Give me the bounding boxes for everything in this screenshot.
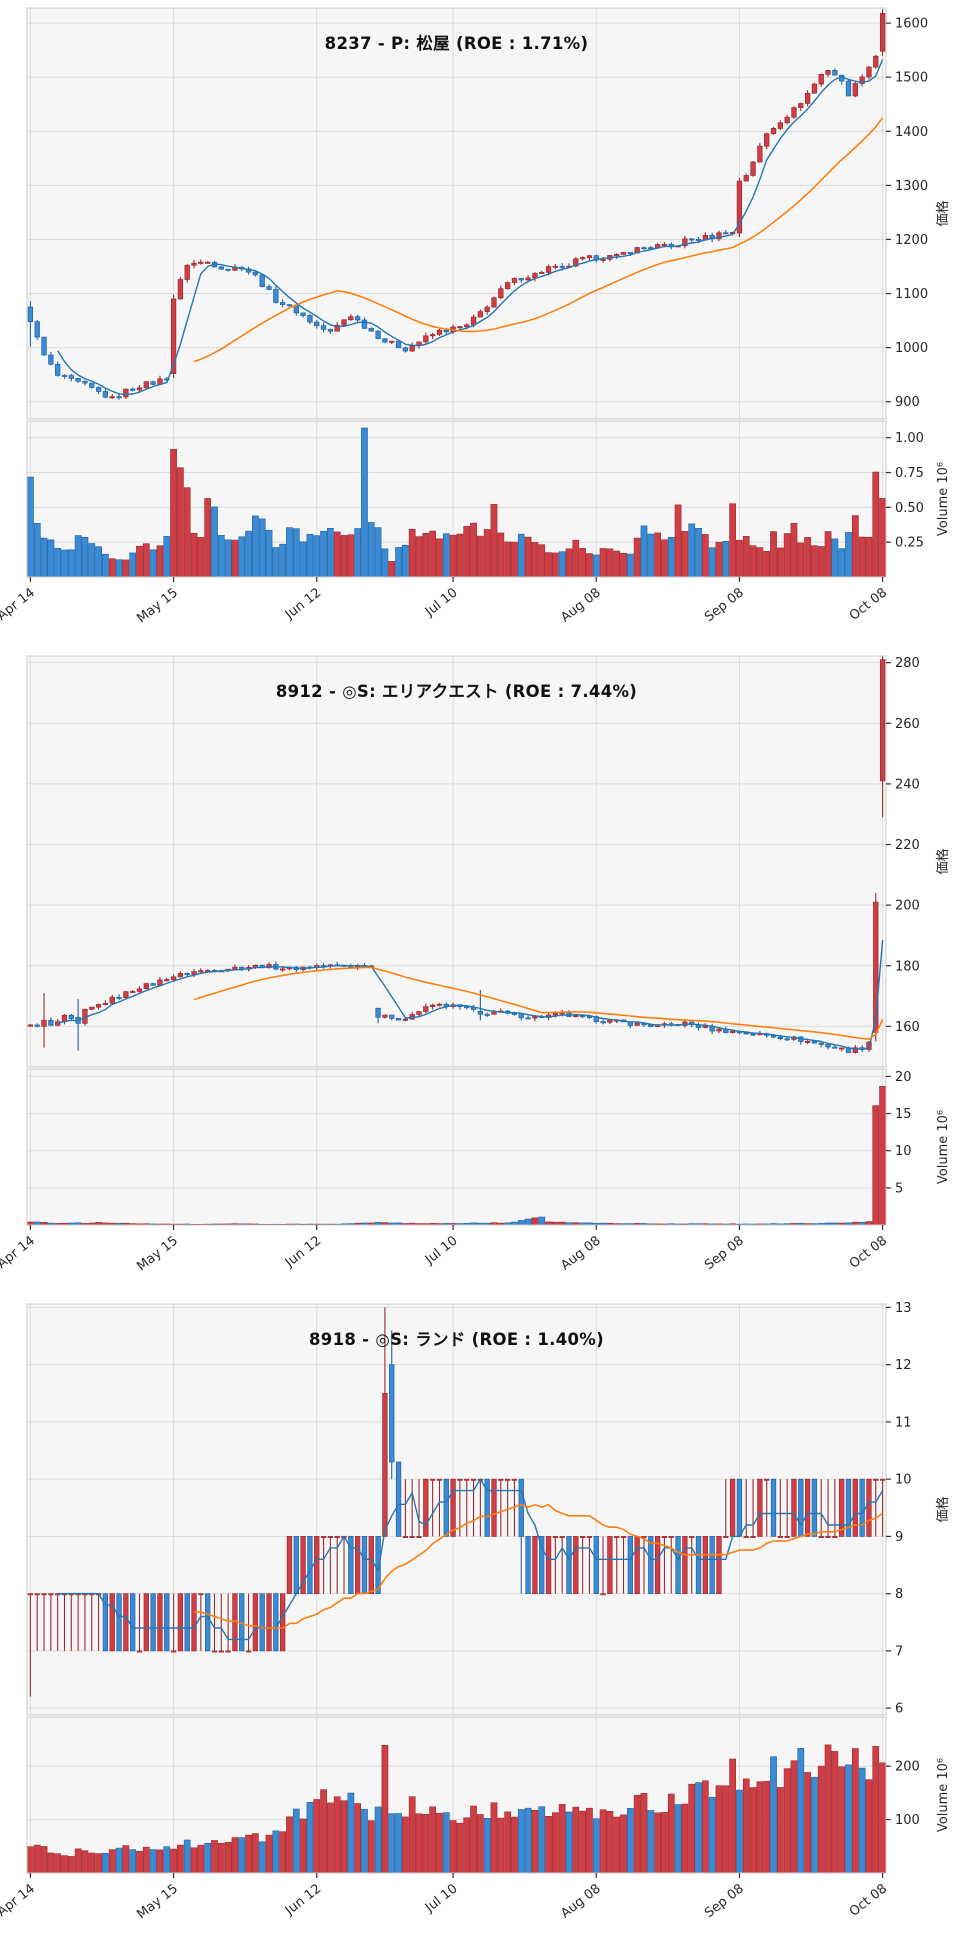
x-tick-labels: Apr 14 May 15 Jun 12 Jul 10 Aug 08 Sep 08 Oct … bbox=[0, 1225, 890, 1274]
svg-text:Sep 08: Sep 08 bbox=[702, 1881, 747, 1921]
svg-text:280: 280 bbox=[895, 656, 920, 671]
areaquest-price-volume-plot: 160 180 200 220 240 260 280 5 10 15 20 Apr 14 May 15… bbox=[0, 655, 951, 1274]
svg-text:Jun 12: Jun 12 bbox=[282, 585, 324, 623]
svg-text:9: 9 bbox=[895, 1530, 903, 1545]
svg-text:Jun 12: Jun 12 bbox=[282, 1233, 324, 1271]
svg-text:May 15: May 15 bbox=[134, 585, 181, 626]
svg-text:May 15: May 15 bbox=[134, 1881, 181, 1922]
svg-text:240: 240 bbox=[895, 777, 920, 792]
panel-borders bbox=[26, 1303, 887, 1874]
svg-text:15: 15 bbox=[895, 1107, 912, 1122]
svg-text:1500: 1500 bbox=[895, 71, 928, 86]
svg-text:Jun 12: Jun 12 bbox=[282, 1881, 324, 1919]
svg-text:Aug 08: Aug 08 bbox=[558, 585, 604, 625]
svg-text:7: 7 bbox=[895, 1644, 903, 1659]
svg-text:5: 5 bbox=[895, 1181, 903, 1196]
svg-text:0.50: 0.50 bbox=[895, 501, 924, 516]
volume-axis-label: Volume 10⁶ bbox=[936, 1110, 951, 1184]
ma-short-line bbox=[57, 59, 884, 395]
land-price-volume-plot: 6 7 8 9 10 11 12 13 100 200 Apr 14 May 15 Jun 12 Jul … bbox=[0, 1301, 951, 1922]
panel-backgrounds bbox=[27, 1304, 886, 1873]
svg-text:Aug 08: Aug 08 bbox=[558, 1881, 604, 1921]
svg-text:Sep 08: Sep 08 bbox=[702, 585, 747, 625]
price-tick-labels: 6 7 8 9 10 11 12 13 bbox=[886, 1301, 912, 1717]
svg-text:1.00: 1.00 bbox=[895, 431, 924, 446]
ma-long-line bbox=[193, 117, 884, 363]
svg-text:Aug 08: Aug 08 bbox=[558, 1233, 604, 1273]
svg-text:8: 8 bbox=[895, 1587, 903, 1602]
grid bbox=[27, 656, 886, 1225]
ma-long-line bbox=[194, 1504, 884, 1629]
price-axis-label: 価格 bbox=[935, 848, 951, 874]
svg-text:6: 6 bbox=[895, 1702, 903, 1717]
price-tick-labels: 160 180 200 220 240 260 280 bbox=[886, 656, 920, 1035]
volume-axis-label: Volume 10⁶ bbox=[936, 1758, 951, 1832]
svg-text:Apr 14: Apr 14 bbox=[0, 1233, 38, 1271]
svg-text:10: 10 bbox=[895, 1144, 912, 1159]
ma-short-line bbox=[57, 940, 884, 1050]
chart-figure-matsuya: 8237 - P: 松屋 (ROE : 1.71%) 900 1000 1100 12… bbox=[0, 0, 960, 648]
svg-text:0.25: 0.25 bbox=[895, 536, 924, 551]
panel-borders bbox=[26, 655, 887, 1226]
svg-text:Jul 10: Jul 10 bbox=[422, 1233, 461, 1268]
svg-text:Jul 10: Jul 10 bbox=[422, 1881, 461, 1916]
svg-text:Apr 14: Apr 14 bbox=[0, 1881, 38, 1919]
volume-tick-labels: 100 200 bbox=[886, 1760, 920, 1828]
x-tick-labels: Apr 14 May 15 Jun 12 Jul 10 Aug 08 Sep 08 Oct … bbox=[0, 1873, 890, 1922]
svg-text:Sep 08: Sep 08 bbox=[702, 1233, 747, 1273]
svg-text:1100: 1100 bbox=[895, 287, 928, 302]
price-tick-labels: 900 1000 1100 1200 1300 1400 1500 1600 bbox=[886, 17, 928, 410]
svg-text:260: 260 bbox=[895, 717, 920, 732]
volume-tick-labels: 5 10 15 20 bbox=[886, 1070, 912, 1196]
svg-text:May 15: May 15 bbox=[134, 1233, 181, 1274]
matsuya-price-volume-plot: 90010001100120013001400150016000.250.500… bbox=[0, 7, 951, 626]
svg-text:1600: 1600 bbox=[895, 17, 928, 32]
candles bbox=[27, 656, 886, 1054]
chart-figure-land: 8918 - ◎S: ランド (ROE : 1.40%) 6 7 8 9 10 11 12 1… bbox=[0, 1296, 960, 1943]
svg-text:12: 12 bbox=[895, 1358, 912, 1373]
svg-text:1400: 1400 bbox=[895, 125, 928, 140]
price-axis-label: 価格 bbox=[935, 200, 951, 226]
volume-tick-labels: 0.25 0.50 0.75 1.00 bbox=[886, 431, 924, 551]
panel-backgrounds bbox=[27, 8, 886, 577]
svg-text:220: 220 bbox=[895, 838, 920, 853]
volume-bars bbox=[27, 427, 886, 578]
svg-text:20: 20 bbox=[895, 1070, 912, 1085]
svg-text:180: 180 bbox=[895, 959, 920, 974]
panel-backgrounds bbox=[27, 656, 886, 1225]
svg-text:Oct 08: Oct 08 bbox=[847, 585, 890, 623]
panel-borders bbox=[26, 7, 887, 578]
svg-text:1200: 1200 bbox=[895, 233, 928, 248]
svg-text:900: 900 bbox=[895, 395, 920, 410]
svg-text:Oct 08: Oct 08 bbox=[847, 1881, 890, 1919]
x-tick-labels: Apr 14 May 15 Jun 12 Jul 10 Aug 08 Sep 08 Oct … bbox=[0, 577, 890, 626]
svg-text:10: 10 bbox=[895, 1473, 912, 1488]
ma-short-line bbox=[57, 1478, 884, 1641]
price-axis-label: 価格 bbox=[935, 1496, 951, 1522]
svg-text:Jul 10: Jul 10 bbox=[422, 585, 461, 620]
volume-axis-label: Volume 10⁶ bbox=[936, 462, 951, 536]
svg-text:200: 200 bbox=[895, 1760, 920, 1775]
svg-text:1000: 1000 bbox=[895, 341, 928, 356]
svg-text:160: 160 bbox=[895, 1020, 920, 1035]
svg-text:1300: 1300 bbox=[895, 179, 928, 194]
svg-text:100: 100 bbox=[895, 1813, 920, 1828]
svg-text:Apr 14: Apr 14 bbox=[0, 585, 38, 623]
svg-text:Oct 08: Oct 08 bbox=[847, 1233, 890, 1271]
svg-text:200: 200 bbox=[895, 899, 920, 914]
candles bbox=[27, 1307, 886, 1697]
chart-figure-areaquest: 8912 - ◎S: エリアクエスト (ROE : 7.44%) 160 180 2… bbox=[0, 648, 960, 1296]
svg-text:13: 13 bbox=[895, 1301, 912, 1316]
ma-long-line bbox=[193, 966, 884, 1040]
svg-text:11: 11 bbox=[895, 1415, 912, 1430]
svg-text:0.75: 0.75 bbox=[895, 466, 924, 481]
